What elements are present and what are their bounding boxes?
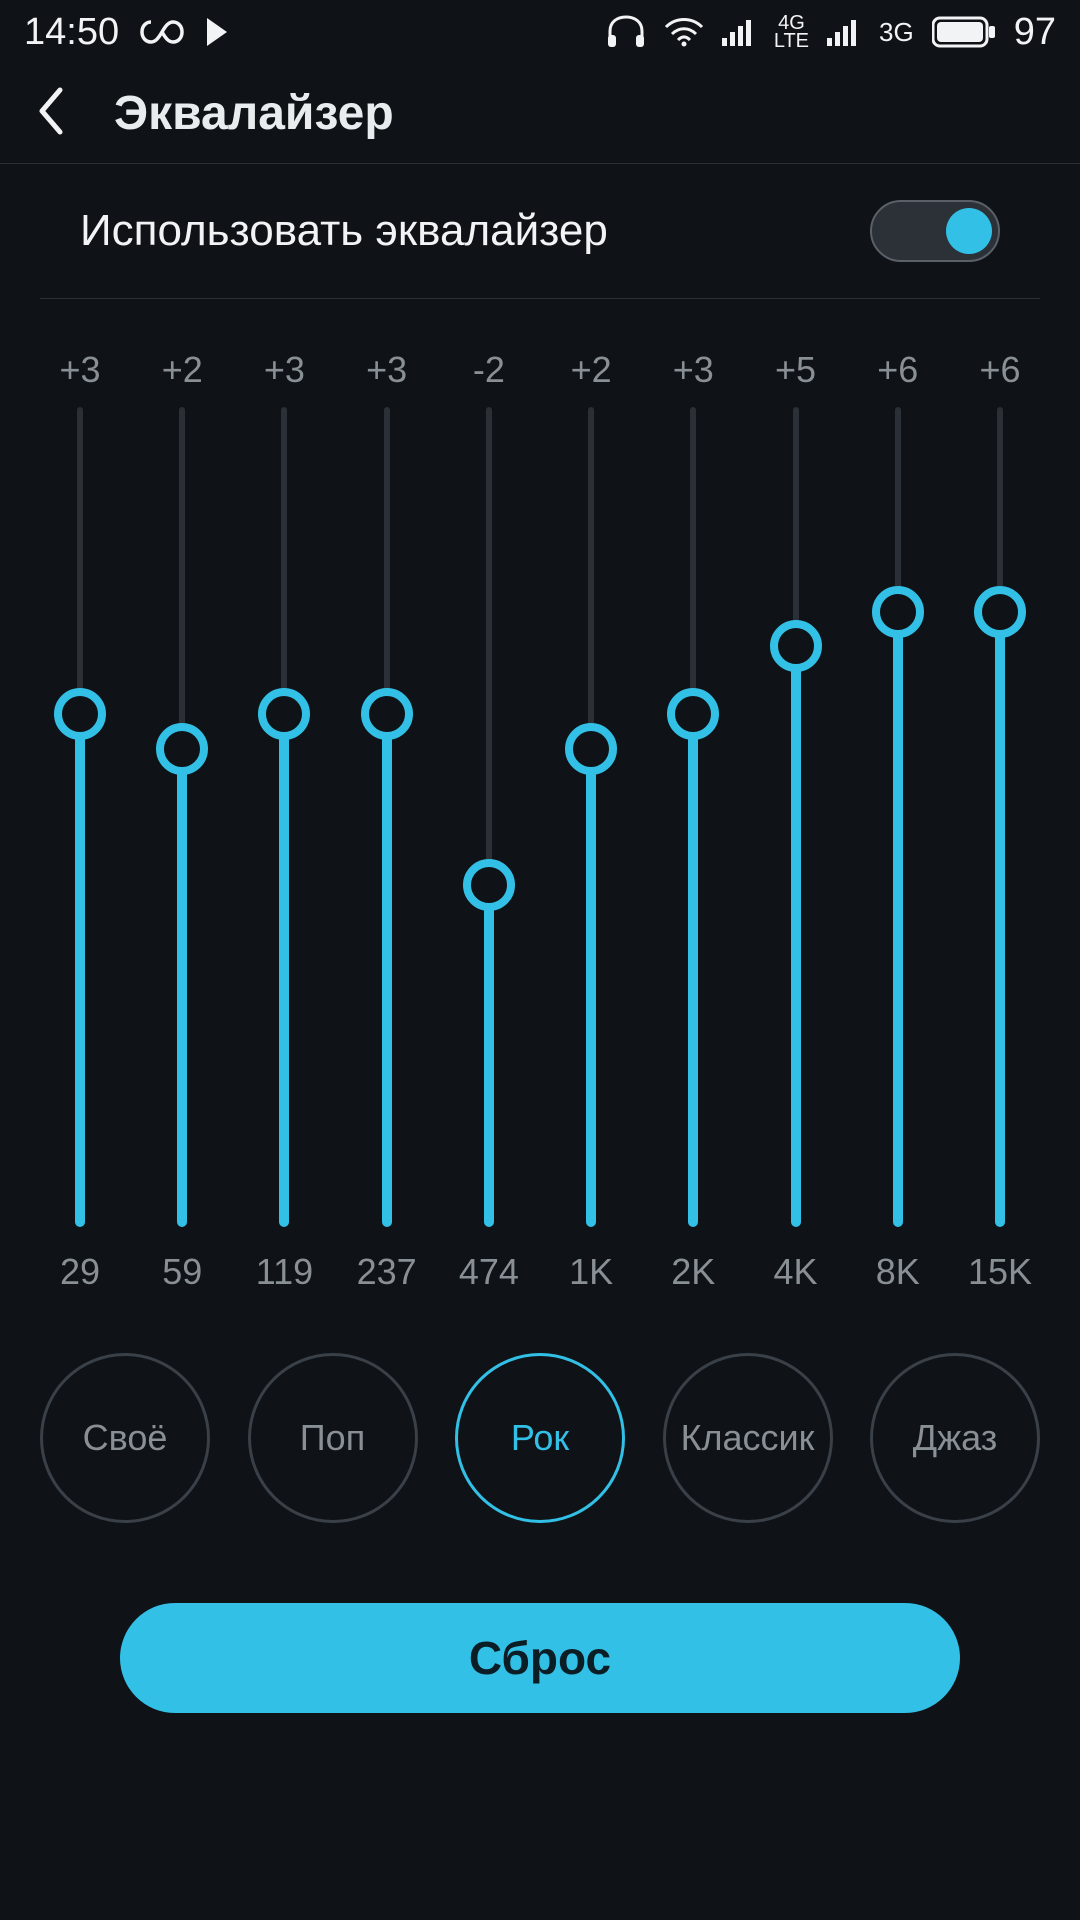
eq-fill [382,714,392,1227]
battery-percent: 97 [1014,11,1056,54]
eq-band: +3 237 [347,349,427,1297]
eq-slider[interactable] [266,407,302,1227]
eq-band: +6 15K [960,349,1040,1297]
signal-a-icon [722,18,756,46]
eq-thumb[interactable] [156,723,208,775]
eq-gain-label: +3 [366,349,407,399]
eq-gain-label: +3 [59,349,100,399]
eq-band: +2 59 [142,349,222,1297]
eq-slider[interactable] [778,407,814,1227]
eq-gain-label: +3 [673,349,714,399]
enable-equalizer-switch[interactable] [870,200,1000,262]
eq-thumb[interactable] [872,586,924,638]
eq-thumb[interactable] [974,586,1026,638]
status-time: 14:50 [24,11,119,54]
page-title: Эквалайзер [114,86,394,141]
eq-thumb[interactable] [463,859,515,911]
eq-freq-label: 8K [876,1251,920,1297]
enable-equalizer-row: Использовать эквалайзер [40,164,1040,299]
eq-band: +2 1K [551,349,631,1297]
eq-fill [688,714,698,1227]
net-a-label: 4G LTE [774,14,809,50]
infinity-icon [139,18,185,46]
eq-slider[interactable] [62,407,98,1227]
eq-thumb[interactable] [770,620,822,672]
eq-band: +5 4K [756,349,836,1297]
eq-freq-label: 4K [774,1251,818,1297]
reset-button-label: Сброс [469,1631,611,1685]
eq-band: +6 8K [858,349,938,1297]
eq-thumb[interactable] [667,688,719,740]
eq-fill [893,612,903,1227]
eq-gain-label: +6 [979,349,1020,399]
preset-label: Своё [83,1417,168,1459]
eq-freq-label: 15K [968,1251,1032,1297]
eq-gain-label: +3 [264,349,305,399]
play-icon [205,18,229,46]
eq-slider[interactable] [675,407,711,1227]
headphones-icon [606,15,646,49]
eq-thumb[interactable] [361,688,413,740]
eq-band: +3 119 [244,349,324,1297]
eq-freq-label: 59 [162,1251,202,1297]
preset-label: Рок [511,1417,569,1459]
eq-freq-label: 119 [256,1251,313,1297]
status-bar: 14:50 4G LTE 3G 97 [0,0,1080,64]
eq-fill [484,885,494,1227]
eq-freq-label: 474 [459,1251,519,1297]
eq-fill [791,646,801,1227]
preset-button[interactable]: Джаз [870,1353,1040,1523]
enable-equalizer-label: Использовать эквалайзер [80,206,608,256]
eq-slider[interactable] [471,407,507,1227]
signal-b-icon [827,18,861,46]
eq-thumb[interactable] [258,688,310,740]
preset-button[interactable]: Рок [455,1353,625,1523]
eq-fill [279,714,289,1227]
eq-freq-label: 2K [671,1251,715,1297]
preset-button[interactable]: Своё [40,1353,210,1523]
eq-band: -2 474 [449,349,529,1297]
preset-button[interactable]: Поп [248,1353,418,1523]
eq-gain-label: +2 [162,349,203,399]
switch-knob [946,208,992,254]
back-button[interactable] [36,86,66,141]
net-b-label: 3G [879,17,914,48]
eq-slider[interactable] [164,407,200,1227]
eq-fill [177,749,187,1227]
eq-gain-label: +6 [877,349,918,399]
reset-button[interactable]: Сброс [120,1603,960,1713]
preset-button[interactable]: Классик [663,1353,833,1523]
eq-band: +3 29 [40,349,120,1297]
preset-label: Джаз [913,1417,998,1459]
eq-slider[interactable] [880,407,916,1227]
eq-band: +3 2K [653,349,733,1297]
eq-thumb[interactable] [54,688,106,740]
eq-slider[interactable] [369,407,405,1227]
wifi-icon [664,17,704,47]
preset-label: Поп [300,1417,365,1459]
eq-fill [586,749,596,1227]
preset-label: Классик [681,1417,815,1459]
eq-freq-label: 29 [60,1251,100,1297]
eq-slider[interactable] [982,407,1018,1227]
eq-gain-label: -2 [473,349,505,399]
eq-gain-label: +2 [571,349,612,399]
battery-icon [932,16,996,48]
equalizer: +329+259+3119+3237-2474+21K+32K+54K+68K+… [0,319,1080,1297]
app-header: Эквалайзер [0,64,1080,164]
presets-row: Своё Поп Рок Классик Джаз [0,1353,1080,1523]
eq-fill [995,612,1005,1227]
eq-fill [75,714,85,1227]
eq-freq-label: 1K [569,1251,613,1297]
eq-freq-label: 237 [357,1251,417,1297]
eq-slider[interactable] [573,407,609,1227]
eq-gain-label: +5 [775,349,816,399]
eq-thumb[interactable] [565,723,617,775]
